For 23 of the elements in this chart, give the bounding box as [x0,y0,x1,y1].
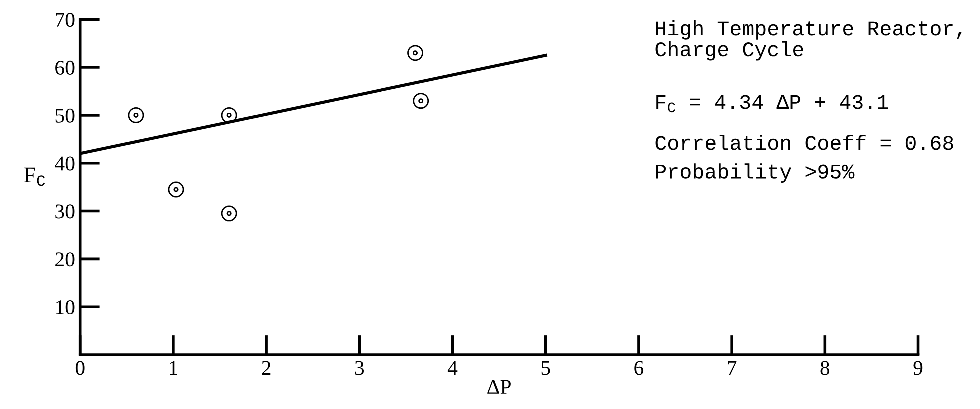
x-axis-title: ΔP [488,380,511,394]
y-tick-label: 40 [55,156,75,171]
x-tick-label: 8 [820,361,830,376]
y-tick-label: 70 [56,13,75,28]
annotation: F$_{C}$ = 4.34 ΔP + 43.1 [656,95,888,113]
x-tick-label: 0 [76,361,85,376]
y-tick-label: 60 [56,60,75,75]
x-tick-label: 3 [355,361,364,376]
annotation: Probability >95% [656,164,855,184]
x-tick-label: 5 [542,361,550,376]
y-axis-title: F$_{C}$ [24,168,46,186]
annotation: High Temperature Reactor, Charge Cycle [656,20,962,61]
y-tick-label: 10 [56,300,75,315]
x-tick-label: 6 [634,361,644,376]
y-tick-label: 50 [56,108,75,123]
x-tick-label: 9 [914,361,923,376]
x-tick-label: 7 [728,361,737,376]
y-tick-label: 30 [56,204,75,219]
x-tick-label: 4 [448,361,458,376]
x-tick-label: 1 [170,361,178,376]
y-tick-label: 20 [56,252,75,267]
x-tick-label: 2 [262,361,271,376]
annotation: Correlation Coeff = 0.68 [656,134,954,150]
